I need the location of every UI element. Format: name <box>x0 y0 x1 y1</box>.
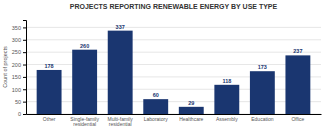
tick-mark <box>23 77 26 78</box>
tick-label: Single-familyresidential <box>70 116 99 128</box>
tick-mark <box>23 102 26 103</box>
tick: 200 <box>12 62 26 68</box>
tick-label: 250 <box>12 49 21 55</box>
grid <box>26 27 321 114</box>
tick: 350 <box>12 25 26 31</box>
y-axis-title: Count of projects <box>2 46 8 88</box>
tick-label: 150 <box>12 74 21 80</box>
tick-label-line: residential <box>73 121 96 127</box>
tick-label-line: Other <box>43 116 56 122</box>
data-label: 173 <box>258 64 267 70</box>
tick-mark <box>23 89 26 90</box>
tick-mark <box>23 65 26 66</box>
tick: Other <box>43 114 56 122</box>
tick: 50 <box>15 99 26 105</box>
tick: Laboratory <box>144 114 168 122</box>
tick: Assembly <box>216 114 238 122</box>
tick: 250 <box>12 49 26 55</box>
tick: Single-familyresidential <box>70 114 99 127</box>
tick-mark <box>23 27 26 28</box>
tick-label: Healthcare <box>179 116 203 122</box>
plot: 0 50 100 150 200 250 300 350 Other Single-familyr… <box>12 21 322 128</box>
bar <box>72 50 97 114</box>
data-labels: 178 260 337 60 29 118 173 237 <box>45 24 303 106</box>
chart: 0 50 100 150 200 250 300 350 Other Single-familyr… <box>0 0 325 131</box>
tick-label: Laboratory <box>144 116 168 122</box>
tick-label: 350 <box>12 25 21 31</box>
tick-label: 50 <box>15 99 21 105</box>
tick-label: 0 <box>18 111 21 117</box>
tick-label: 300 <box>12 37 21 43</box>
grid-line <box>26 27 321 28</box>
tick-mark <box>23 40 26 41</box>
bar <box>108 31 133 114</box>
grid-line <box>26 39 321 40</box>
grid-line <box>26 114 321 115</box>
title: PROJECTS REPORTING RENEWABLE ENERGY BY U… <box>70 3 278 10</box>
data-label: 260 <box>80 43 89 49</box>
tick-label-line: residential <box>109 121 132 127</box>
bar <box>250 71 275 114</box>
tick: Multi-familyresidential <box>108 114 134 127</box>
tick-label: 100 <box>12 87 21 93</box>
tick: Office <box>291 114 304 122</box>
tick: 100 <box>12 87 26 93</box>
tick: Healthcare <box>179 114 203 122</box>
tick: 0 <box>18 111 26 117</box>
axis-line <box>23 21 27 115</box>
y-axis: 0 50 100 150 200 250 300 350 <box>12 21 27 118</box>
tick-label-line: Office <box>291 116 304 122</box>
grid-line <box>26 101 321 102</box>
data-label: 60 <box>153 92 159 98</box>
tick-label-line: Healthcare <box>179 116 203 122</box>
bar <box>143 99 168 114</box>
bar <box>179 107 204 114</box>
tick-mark <box>23 114 26 115</box>
tick-label-line: Assembly <box>216 116 238 122</box>
tick-label: 200 <box>12 62 21 68</box>
data-label: 237 <box>293 48 302 54</box>
bars <box>37 31 311 114</box>
tick-label-line: Laboratory <box>144 116 168 122</box>
tick: Education <box>251 114 273 122</box>
tick: 300 <box>12 37 26 43</box>
data-label: 29 <box>188 100 194 106</box>
data-label: 178 <box>45 63 54 69</box>
data-label: 118 <box>222 78 231 84</box>
bar <box>214 85 239 114</box>
tick-label: Assembly <box>216 116 238 122</box>
grid-line <box>26 89 321 90</box>
grid-line <box>26 52 321 53</box>
tick-label: Other <box>43 116 56 122</box>
data-label: 337 <box>116 24 125 30</box>
tick-label: Education <box>251 116 273 122</box>
tick-label: Office <box>291 116 304 122</box>
tick: 150 <box>12 74 26 80</box>
tick-label-line: Education <box>251 116 273 122</box>
bar <box>285 55 310 114</box>
bar <box>37 70 62 114</box>
grid-line <box>26 76 321 77</box>
grid-line <box>26 64 321 65</box>
x-axis: Other Single-familyresidential Multi-famil… <box>27 114 322 127</box>
tick-mark <box>23 52 26 53</box>
tick-label: Multi-familyresidential <box>108 116 134 128</box>
